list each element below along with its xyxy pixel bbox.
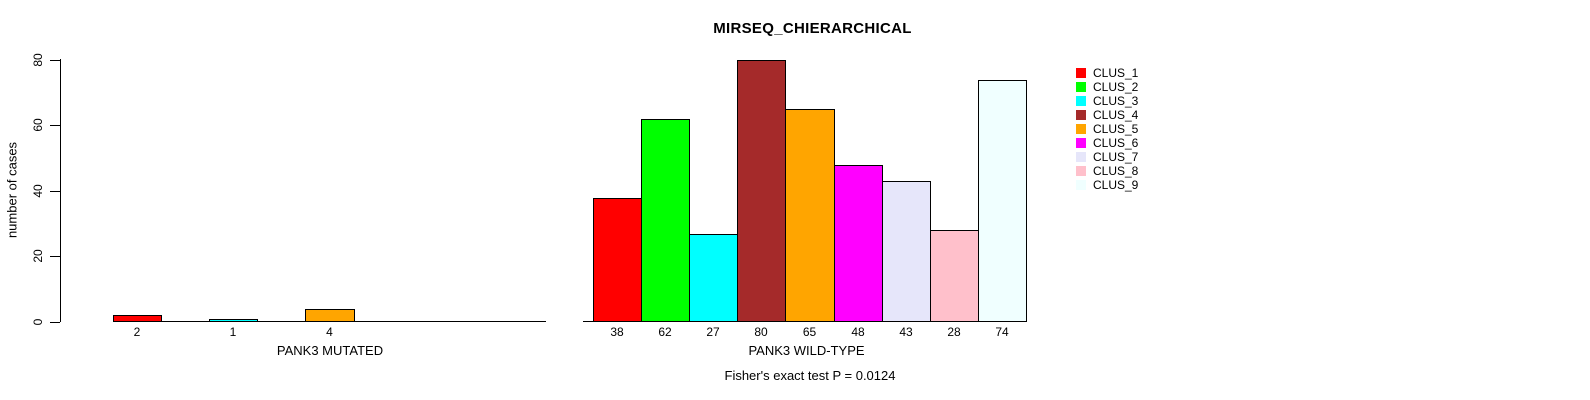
legend-item-CLUS_3: CLUS_3	[1076, 94, 1138, 108]
legend-label: CLUS_5	[1093, 122, 1139, 136]
legend-swatch-icon	[1076, 124, 1086, 134]
legend-item-CLUS_9: CLUS_9	[1076, 178, 1138, 192]
y-tick-mark	[50, 322, 60, 323]
legend-swatch-icon	[1076, 110, 1086, 120]
legend-swatch-icon	[1076, 82, 1086, 92]
chart-title: MIRSEQ_CHIERARCHICAL	[713, 20, 912, 37]
bar-CLUS_3	[209, 319, 258, 322]
bar-CLUS_5	[785, 109, 835, 322]
bar-count-label: 43	[899, 325, 913, 339]
y-axis-line	[60, 59, 61, 322]
legend-label: CLUS_1	[1093, 66, 1139, 80]
fisher-test-note: Fisher's exact test P = 0.0124	[724, 368, 896, 383]
y-tick-label: 40	[31, 184, 45, 198]
y-tick-label: 80	[31, 53, 45, 67]
y-tick-mark	[50, 125, 60, 126]
legend-label: CLUS_2	[1093, 80, 1139, 94]
y-axis-label: number of cases	[4, 141, 20, 239]
legend-swatch-icon	[1076, 180, 1086, 190]
x-axis-label-mutated: PANK3 MUTATED	[276, 343, 384, 358]
bar-count-label: 48	[851, 325, 865, 339]
y-tick-label: 0	[31, 318, 45, 326]
legend-label: CLUS_3	[1093, 94, 1139, 108]
legend-label: CLUS_8	[1093, 164, 1139, 178]
legend-item-CLUS_4: CLUS_4	[1076, 108, 1138, 122]
bar-CLUS_3	[689, 234, 738, 322]
legend-item-CLUS_2: CLUS_2	[1076, 80, 1138, 94]
legend-label: CLUS_6	[1093, 136, 1139, 150]
bar-CLUS_1	[113, 315, 162, 322]
y-tick-mark	[50, 256, 60, 257]
y-tick-mark	[50, 60, 60, 61]
bar-CLUS_2	[641, 119, 690, 322]
bar-count-label: 38	[610, 325, 624, 339]
legend-item-CLUS_8: CLUS_8	[1076, 164, 1138, 178]
bar-CLUS_4	[737, 60, 786, 322]
bar-count-label: 80	[754, 325, 768, 339]
x-axis-label-wildtype: PANK3 WILD-TYPE	[748, 343, 865, 358]
bar-count-label: 27	[706, 325, 720, 339]
bar-CLUS_5	[305, 309, 355, 322]
bar-count-label: 65	[802, 325, 817, 339]
bar-count-label: 2	[133, 325, 141, 339]
bar-count-label: 4	[326, 325, 333, 339]
bar-CLUS_1	[593, 198, 642, 322]
y-tick-mark	[50, 191, 60, 192]
y-tick-label: 60	[31, 118, 45, 132]
legend-label: CLUS_7	[1093, 150, 1139, 164]
legend-item-CLUS_7: CLUS_7	[1076, 150, 1138, 164]
bar-CLUS_7	[882, 181, 931, 322]
bar-count-label: 1	[229, 325, 237, 339]
legend-swatch-icon	[1076, 166, 1086, 176]
legend-item-CLUS_6: CLUS_6	[1076, 136, 1138, 150]
legend-item-CLUS_5: CLUS_5	[1076, 122, 1138, 136]
bar-count-label: 74	[995, 325, 1009, 339]
bar-CLUS_8	[930, 230, 979, 322]
legend-label: CLUS_4	[1093, 108, 1139, 122]
bar-count-label: 62	[658, 325, 672, 339]
legend-swatch-icon	[1076, 68, 1086, 78]
legend-label: CLUS_9	[1093, 178, 1139, 192]
bar-count-label: 28	[947, 325, 961, 339]
bar-CLUS_6	[834, 165, 883, 322]
legend-swatch-icon	[1076, 96, 1086, 106]
legend-item-CLUS_1: CLUS_1	[1076, 66, 1138, 80]
y-tick-label: 20	[31, 249, 45, 263]
legend-swatch-icon	[1076, 138, 1086, 148]
bar-CLUS_9	[978, 80, 1027, 322]
legend: CLUS_1 CLUS_2 CLUS_3 CLUS_4 CLUS_5 CLUS_6 CLUS…	[1076, 66, 1138, 192]
legend-swatch-icon	[1076, 152, 1086, 162]
